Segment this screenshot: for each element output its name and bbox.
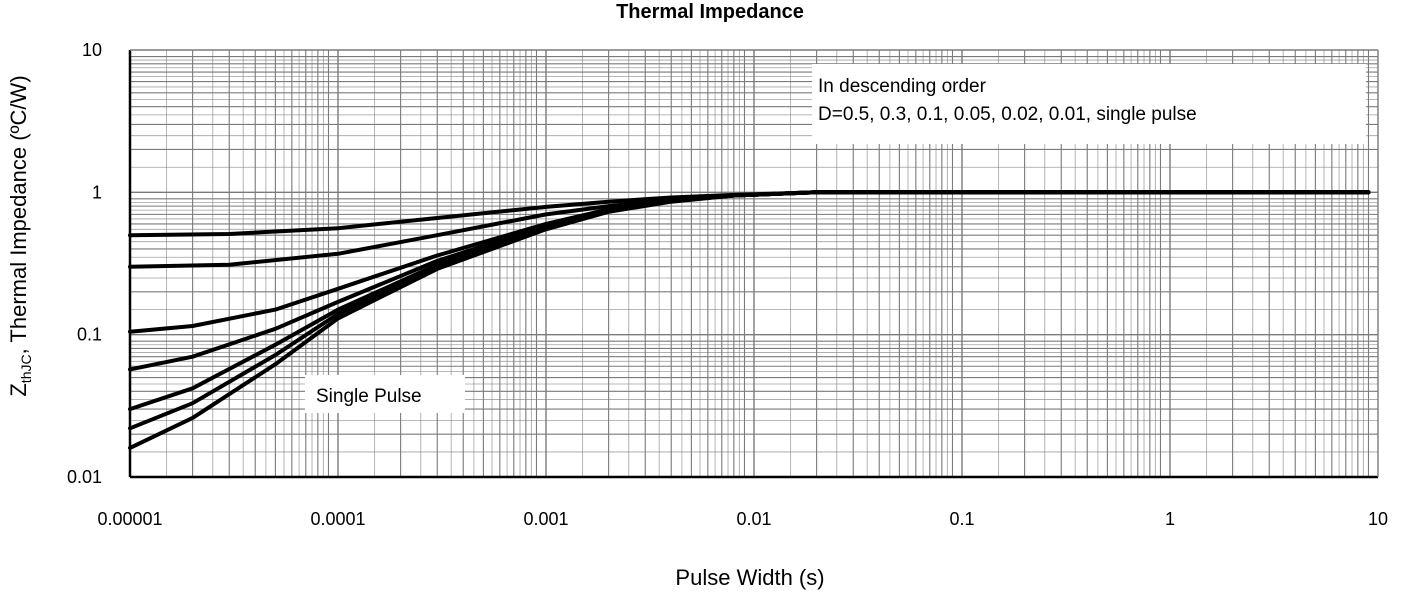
x-tick-label: 1 <box>1165 509 1175 529</box>
legend-text-line: In descending order <box>818 76 987 97</box>
series-line-7 <box>128 190 1371 450</box>
x-tick-label: 0.00001 <box>97 509 162 529</box>
y-axis-label-prefix: Z <box>5 383 31 397</box>
y-axis-label-wrap: ZthJC, Thermal Impedance (ºC/W) <box>0 0 40 598</box>
annotation-box <box>305 375 465 413</box>
x-tick-label: 0.1 <box>949 509 974 529</box>
y-tick-label: 0.01 <box>67 467 102 487</box>
legend-box <box>812 64 1366 144</box>
x-tick-label: 10 <box>1368 509 1388 529</box>
legend-text-line: D=0.5, 0.3, 0.1, 0.05, 0.02, 0.01, singl… <box>818 104 1197 125</box>
series-lines <box>128 190 1371 450</box>
y-axis-label: ZthJC, Thermal Impedance (ºC/W) <box>6 75 34 396</box>
annotation: Single Pulse <box>305 375 465 413</box>
tick-labels: 0.00001 0.0001 0.001 0.01 0.1 1 10 0.01 0.1 1 10 <box>67 40 1388 529</box>
axes <box>128 49 1379 479</box>
x-axis-label: Pulse Width (s) <box>675 565 825 590</box>
y-axis-label-subscript: thJC <box>18 354 35 384</box>
y-tick-label: 10 <box>82 40 102 60</box>
y-tick-label: 0.1 <box>77 325 102 345</box>
y-tick-label: 1 <box>92 182 102 202</box>
legend: In descending order D=0.5, 0.3, 0.1, 0.05… <box>812 64 1366 144</box>
x-tick-label: 0.001 <box>523 509 568 529</box>
x-tick-label: 0.01 <box>736 509 771 529</box>
chart-title: Thermal Impedance <box>616 1 804 23</box>
x-tick-label: 0.0001 <box>310 509 365 529</box>
annotation-single-pulse: Single Pulse <box>316 386 422 407</box>
y-axis-label-suffix: , Thermal Impedance (ºC/W) <box>5 75 31 355</box>
